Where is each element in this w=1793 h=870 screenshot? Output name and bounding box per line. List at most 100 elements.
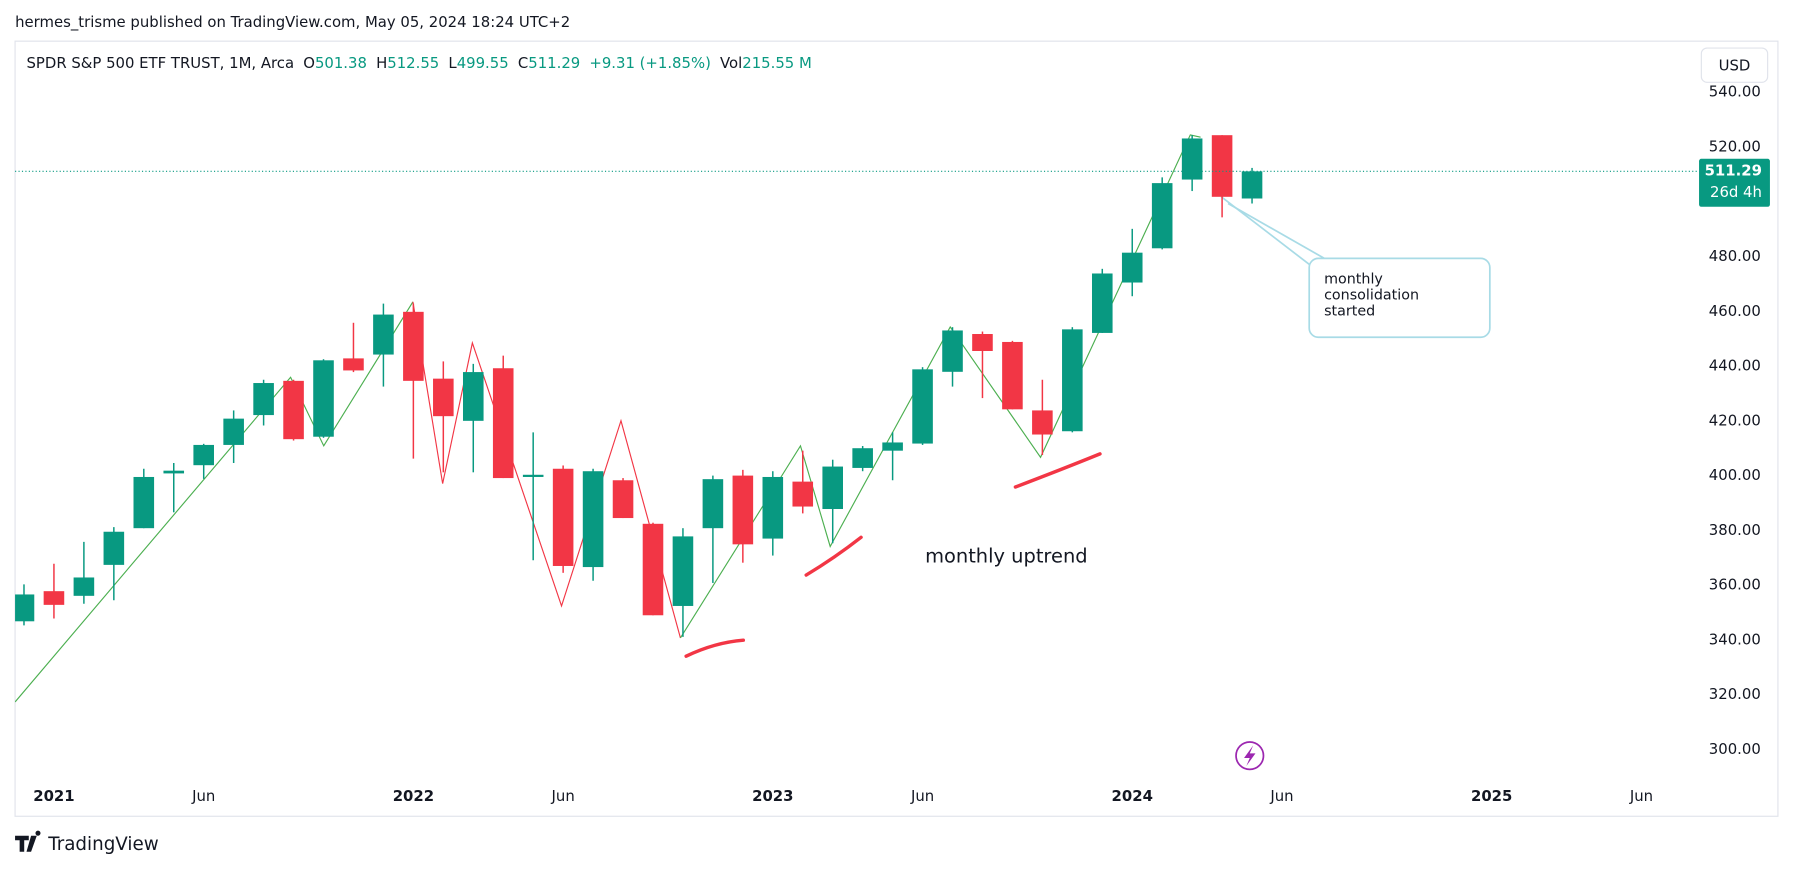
candle-body: [612, 480, 634, 519]
change: +9.31 (+1.85%): [589, 54, 711, 72]
y-tick-label: 540.00: [1709, 83, 1761, 101]
ohlc-value: 511.29: [528, 54, 580, 72]
candle-body: [732, 475, 754, 545]
callout-connector: [1227, 202, 1327, 261]
y-tick-label: 360.00: [1709, 576, 1761, 594]
candle-body: [1211, 135, 1233, 197]
candle-body: [15, 594, 35, 622]
volume-label: Vol: [720, 54, 742, 72]
candle-body: [163, 470, 185, 474]
publisher: hermes_trisme published on TradingView.c…: [15, 13, 570, 31]
y-tick-label: 440.00: [1709, 357, 1761, 375]
ohlc-label: H: [376, 54, 387, 72]
candle-body: [1241, 171, 1263, 199]
currency-button[interactable]: [1700, 47, 1769, 83]
ohlc-value: 499.55: [457, 54, 509, 72]
candle-body: [253, 383, 274, 416]
candle-body: [343, 358, 364, 371]
ohlc-value: 501.38: [315, 54, 367, 72]
highlight-stroke: [804, 535, 863, 577]
plot-area: monthly consolidation started monthly up…: [15, 134, 1491, 703]
footer-brand: TradingView: [47, 834, 159, 855]
annotation: monthly uptrend: [925, 544, 1088, 567]
candle-body: [313, 360, 334, 437]
candle-body: [283, 380, 304, 440]
candle-body: [522, 474, 544, 477]
y-tick-label: 420.00: [1709, 411, 1761, 429]
candle-body: [43, 591, 65, 605]
candle-body: [403, 311, 424, 381]
trend-line: [679, 134, 1201, 639]
y-tick-label: 480.00: [1709, 247, 1761, 265]
x-tick-label: 2023: [752, 787, 793, 805]
candle-body: [1002, 341, 1023, 410]
callout-text: monthly consolidation started: [1324, 270, 1420, 319]
countdown: 26d 4h: [1710, 183, 1762, 201]
legend-line: SPDR S&P 500 ETF TRUST, 1M, Arca O501.38 H…: [27, 54, 812, 72]
event-icon[interactable]: [1235, 741, 1265, 771]
y-tick-label: 520.00: [1709, 138, 1761, 156]
x-tick-label: 2022: [393, 787, 434, 805]
y-tick-label: 300.00: [1709, 740, 1761, 758]
callout-text-box: monthly consolidation started: [1324, 270, 1420, 319]
candle-body: [373, 314, 394, 355]
candle-body: [462, 372, 484, 421]
candle-body: [582, 471, 604, 568]
ohlc-label: L: [448, 54, 457, 72]
candle-body: [642, 523, 664, 616]
ohlc-label: O: [303, 54, 315, 72]
candle-body: [822, 466, 843, 510]
highlight-stroke: [1013, 452, 1102, 489]
price-label: 511.29: [1705, 161, 1762, 179]
highlight-stroke: [684, 638, 746, 658]
candle-body: [702, 479, 724, 529]
candle-body: [193, 444, 214, 466]
ohlc-value: 512.55: [387, 54, 439, 72]
candle-body: [1181, 138, 1203, 180]
candle-body: [912, 369, 933, 444]
currency[interactable]: USD: [1719, 56, 1751, 74]
legend: SPDR S&P 500 ETF TRUST, 1M, Arca O501.38 H…: [27, 54, 812, 72]
x-tick-label: 2025: [1471, 787, 1512, 805]
x-tick-label: 2024: [1112, 787, 1153, 805]
candle-body: [1151, 183, 1173, 249]
y-tick-label: 460.00: [1709, 302, 1761, 320]
trend-line: [412, 301, 681, 639]
price-label-box: [1699, 158, 1770, 207]
footer-logo: [15, 830, 41, 852]
candle-body: [792, 481, 814, 507]
candle-body: [972, 334, 993, 351]
y-tick-label: 320.00: [1709, 685, 1761, 703]
ohlc-label: C: [518, 54, 528, 72]
x-tick-label: 2021: [33, 787, 74, 805]
candle-body: [852, 448, 873, 468]
x-tick-label: Jun: [191, 787, 215, 805]
candle-body: [223, 418, 244, 445]
candle-body: [1121, 252, 1143, 283]
x-tick-label: Jun: [1629, 787, 1653, 805]
x-tick-label: Jun: [910, 787, 934, 805]
y-tick-label: 340.00: [1709, 630, 1761, 648]
symbol: SPDR S&P 500 ETF TRUST, 1M, Arca: [27, 54, 295, 72]
candle-body: [672, 536, 694, 606]
volume: 215.55 M: [742, 54, 812, 72]
candle-body: [942, 330, 963, 372]
candle-body: [133, 476, 155, 529]
candle-body: [103, 531, 125, 565]
candle-body: [1091, 273, 1113, 333]
x-tick-label: Jun: [1269, 787, 1293, 805]
candle-body: [433, 378, 454, 417]
candle-body: [73, 577, 95, 596]
chart-frame: [14, 40, 1779, 817]
candle-body: [882, 442, 903, 451]
candle-body: [1032, 410, 1053, 435]
candle-body: [492, 368, 514, 479]
y-tick-label: 400.00: [1709, 466, 1761, 484]
event-icon-bolt: [1244, 745, 1256, 766]
trend-line: [15, 301, 414, 703]
x-tick-label: Jun: [551, 787, 575, 805]
candle-body: [552, 468, 574, 566]
candle-body: [762, 476, 784, 539]
